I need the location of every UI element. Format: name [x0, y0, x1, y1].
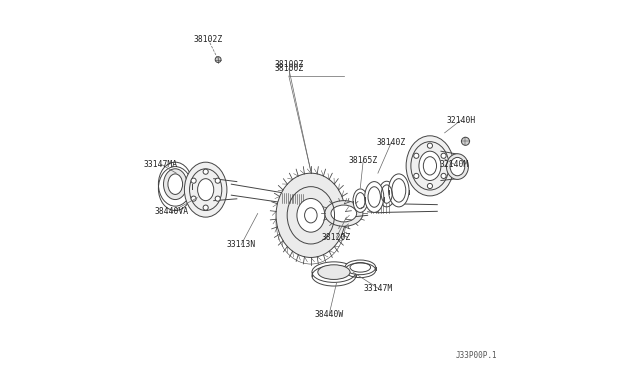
- Circle shape: [191, 196, 196, 201]
- Text: 38120Z: 38120Z: [322, 233, 351, 242]
- Circle shape: [413, 153, 419, 158]
- Ellipse shape: [164, 169, 187, 199]
- Text: 32140M: 32140M: [439, 160, 468, 169]
- Ellipse shape: [379, 181, 395, 207]
- Circle shape: [215, 178, 220, 183]
- Text: 38102Z: 38102Z: [194, 35, 223, 44]
- Text: 38440W: 38440W: [314, 310, 344, 319]
- Ellipse shape: [447, 154, 468, 179]
- Ellipse shape: [318, 265, 350, 279]
- Text: 33113N: 33113N: [227, 240, 256, 249]
- Circle shape: [413, 173, 419, 179]
- Circle shape: [441, 173, 446, 179]
- Circle shape: [203, 205, 208, 210]
- Circle shape: [428, 143, 433, 148]
- Text: 38140Z: 38140Z: [377, 138, 406, 147]
- Ellipse shape: [388, 174, 409, 207]
- Ellipse shape: [419, 151, 441, 180]
- Text: 38100Z: 38100Z: [274, 60, 303, 69]
- Text: 38440VA: 38440VA: [154, 207, 189, 216]
- Ellipse shape: [324, 201, 363, 226]
- Ellipse shape: [345, 260, 376, 275]
- Text: 38165Z: 38165Z: [349, 156, 378, 165]
- Ellipse shape: [184, 162, 227, 217]
- Ellipse shape: [406, 136, 454, 196]
- Text: 33147M: 33147M: [364, 284, 393, 293]
- Ellipse shape: [312, 262, 356, 282]
- Circle shape: [428, 183, 433, 189]
- Circle shape: [215, 196, 220, 201]
- Ellipse shape: [158, 162, 192, 206]
- Ellipse shape: [331, 205, 356, 222]
- Ellipse shape: [168, 174, 182, 195]
- Text: 33147MA: 33147MA: [143, 160, 178, 169]
- Text: 32140H: 32140H: [447, 116, 476, 125]
- Circle shape: [441, 153, 446, 158]
- Ellipse shape: [353, 189, 367, 212]
- Circle shape: [191, 178, 196, 183]
- Ellipse shape: [276, 173, 346, 257]
- Circle shape: [203, 169, 208, 174]
- Ellipse shape: [450, 157, 465, 176]
- Ellipse shape: [297, 198, 324, 232]
- Circle shape: [215, 57, 221, 62]
- Circle shape: [461, 137, 470, 145]
- Text: J33P00P.1: J33P00P.1: [456, 351, 498, 360]
- Ellipse shape: [365, 182, 384, 212]
- Ellipse shape: [198, 179, 214, 201]
- Text: 38100Z: 38100Z: [274, 64, 303, 73]
